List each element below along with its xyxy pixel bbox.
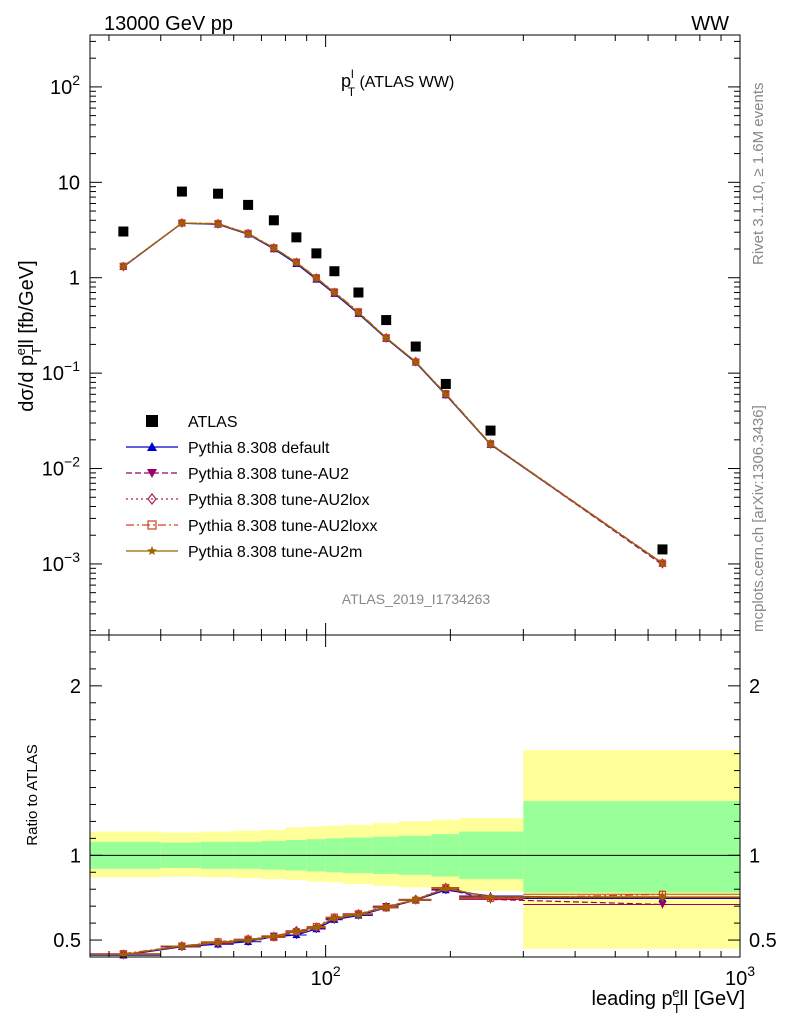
series-point — [411, 357, 420, 366]
ratio-y-axis-label: Ratio to ATLAS — [24, 744, 41, 845]
data-point — [657, 544, 668, 555]
legend: ATLAS Pythia 8.308 default Pythia 8.308 tu… — [126, 414, 377, 561]
ratio-point — [330, 914, 339, 922]
legend-label: Pythia 8.308 tune-AU2m — [188, 544, 362, 561]
data-point — [118, 226, 129, 237]
main-ytick-label: 102 — [50, 72, 80, 99]
series-point — [214, 219, 222, 228]
legend-marker — [147, 442, 157, 451]
rivet-version-label: Rivet 3.1.10, ≥ 1.6M events — [750, 83, 767, 266]
legend-label: Pythia 8.308 tune-AU2loxx — [188, 518, 377, 535]
data-point — [291, 232, 302, 243]
series-point — [178, 219, 186, 227]
ratio-ytick-label: 2 — [70, 676, 81, 698]
main-ytick-label: 10 — [58, 172, 80, 194]
data-point — [243, 199, 254, 210]
ratio-point — [354, 910, 363, 918]
final-state-label: WW — [691, 13, 729, 35]
ratio-ytick-label: 0.5 — [53, 930, 81, 952]
legend-marker — [147, 469, 157, 478]
legend-label: Pythia 8.308 tune-AU2lox — [188, 492, 369, 509]
data-point — [213, 188, 224, 199]
ratio-point — [292, 927, 301, 935]
series-point — [292, 258, 301, 266]
series-point — [442, 390, 450, 398]
main-frame — [89, 34, 741, 636]
ratio-point — [119, 950, 128, 958]
xtick-label: 103 — [725, 963, 755, 990]
main-ytick-label: 1 — [69, 268, 80, 290]
ratio-point — [382, 903, 390, 911]
ratio-ytick-label: 1 — [70, 845, 81, 867]
main-ytick-label: 10−3 — [42, 549, 80, 576]
data-point — [381, 315, 392, 326]
mcplots-reference-label: mcplots.cern.ch [arXiv:1306.3436] — [750, 405, 767, 632]
ratio-point — [442, 884, 450, 892]
series-point — [177, 217, 186, 228]
ratio-ytick-label: 0.5 — [749, 930, 777, 952]
main-ytick-label: 10−2 — [42, 454, 80, 481]
legend-marker — [147, 546, 157, 555]
legend-label: Pythia 8.308 default — [188, 440, 330, 457]
legend-marker — [146, 415, 158, 427]
main-ytick-label: 10−1 — [42, 358, 80, 385]
series-line — [123, 222, 663, 564]
main-panel: 102 10 1 10−1 10−2 10−3 — [42, 34, 741, 636]
data-point — [353, 287, 364, 298]
series-line — [123, 222, 663, 564]
analysis-id-label: ATLAS_2019_I1734263 — [342, 591, 491, 607]
data-point — [268, 215, 279, 226]
ratio-point — [270, 931, 278, 940]
data-point — [311, 248, 322, 259]
ratio-panel: 0.5 0.5 1 1 2 2 102 103 — [53, 35, 777, 990]
ratio-ytick-label: 2 — [749, 676, 760, 698]
series-point — [312, 274, 321, 282]
ratio-point — [214, 938, 222, 946]
ratio-ytick-label: 1 — [749, 845, 760, 867]
series-point — [119, 262, 128, 270]
series-line — [123, 222, 663, 564]
legend-label: Pythia 8.308 tune-AU2 — [188, 466, 349, 483]
series-point — [244, 228, 253, 239]
main-y-axis-label: dσ/d pTell [fb/GeV] — [13, 260, 44, 411]
series-line — [123, 222, 663, 564]
series-point — [658, 559, 667, 567]
series-point — [270, 244, 278, 252]
ratio-point — [411, 895, 420, 903]
series-point — [486, 440, 495, 448]
data-point — [329, 266, 340, 277]
data-point — [176, 186, 187, 197]
stat-uncertainty-band — [523, 801, 740, 893]
legend-label: ATLAS — [188, 414, 238, 431]
data-point — [440, 378, 451, 389]
series-point — [382, 333, 390, 342]
series-point — [244, 229, 252, 237]
series-line — [123, 222, 663, 566]
xtick-label: 102 — [311, 963, 341, 990]
legend-marker — [147, 493, 157, 505]
x-axis-label: leading pTell [GeV] — [592, 985, 746, 1016]
ratio-point — [486, 892, 495, 901]
series-point — [214, 218, 223, 229]
data-point — [485, 425, 496, 436]
ratio-point — [178, 942, 186, 950]
ratio-point — [658, 892, 667, 901]
ratio-point — [244, 936, 252, 944]
ratio-point — [658, 901, 667, 909]
series-point — [354, 308, 363, 316]
main-plot-title: pl T (ATLAS WW) — [341, 67, 454, 99]
ratio-point — [312, 923, 321, 931]
data-point — [410, 341, 421, 352]
series-point — [330, 288, 339, 296]
process-label: 13000 GeV pp — [104, 13, 233, 35]
legend-marker — [147, 520, 157, 530]
